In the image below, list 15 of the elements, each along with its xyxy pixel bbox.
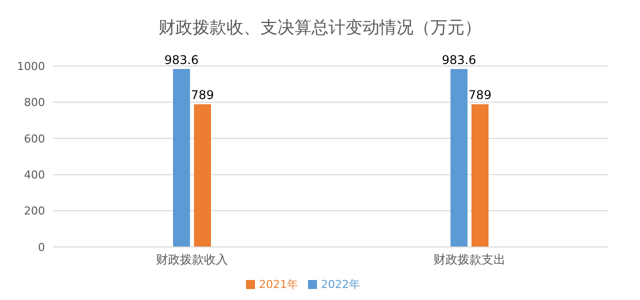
legend-label: 2022年 — [321, 278, 360, 291]
x-tick-label: 财政拨款支出 — [433, 252, 506, 267]
chart-title: 财政拨款收、支决算总计变动情况（万元） — [158, 17, 482, 40]
y-tick-label: 800 — [24, 96, 45, 110]
data-label: 789 — [468, 88, 492, 102]
y-tick-label: 0 — [38, 240, 45, 254]
legend-label: 2021年 — [259, 278, 298, 291]
data-label: 983.6 — [164, 52, 199, 67]
y-tick-label: 400 — [24, 168, 45, 182]
x-tick-label: 财政拨款收入 — [156, 252, 228, 267]
y-tick-label: 200 — [24, 204, 45, 218]
data-label: 789 — [191, 88, 214, 102]
y-tick-label: 600 — [24, 132, 45, 146]
y-tick-label: 1000 — [17, 60, 45, 73]
data-label: 983.6 — [442, 52, 476, 67]
